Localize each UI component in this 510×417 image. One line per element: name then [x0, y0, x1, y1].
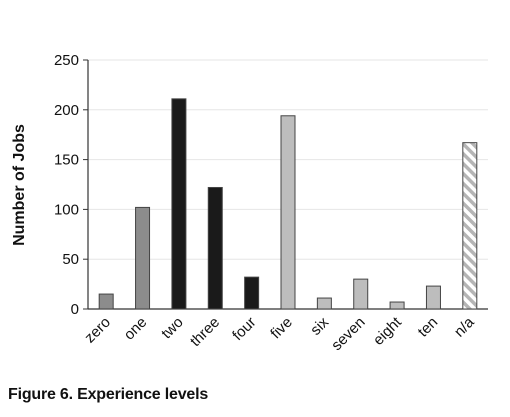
bar-zero [98, 293, 114, 310]
y-axis-label: Number of Jobs [11, 124, 28, 246]
bar-one [135, 206, 151, 310]
y-tick-label: 200 [54, 102, 79, 119]
x-tick-label: four [229, 314, 259, 344]
y-tick-labels: 0 50 100 150 200 250 [54, 52, 79, 318]
bar-four [244, 276, 260, 310]
bar-na [462, 142, 478, 310]
x-tick-label: zero [81, 314, 114, 347]
x-tick-label: ten [415, 314, 442, 341]
bar-eight [389, 301, 405, 310]
bar-seven [353, 278, 369, 310]
y-tick-label: 0 [71, 301, 79, 318]
bar-three [207, 186, 223, 310]
bar-six [316, 297, 332, 310]
x-tick-label: six [307, 313, 332, 338]
bar-ten [425, 285, 441, 310]
x-tick-label: seven [328, 314, 368, 354]
bar-two [171, 98, 187, 310]
bars [98, 98, 478, 310]
figure-caption: Figure 6. Experience levels [8, 386, 209, 403]
x-tick-label: eight [370, 313, 406, 349]
x-tick-label: two [158, 314, 187, 343]
x-tick-label: five [267, 314, 296, 343]
y-tick-label: 50 [62, 251, 79, 268]
x-tick-label: one [121, 314, 151, 344]
y-tick-label: 150 [54, 152, 79, 169]
y-tick-label: 250 [54, 52, 79, 69]
bar-five [280, 115, 296, 310]
x-tick-label: three [187, 314, 223, 350]
y-tick-label: 100 [54, 201, 79, 218]
x-tick-label: n/a [451, 313, 478, 340]
